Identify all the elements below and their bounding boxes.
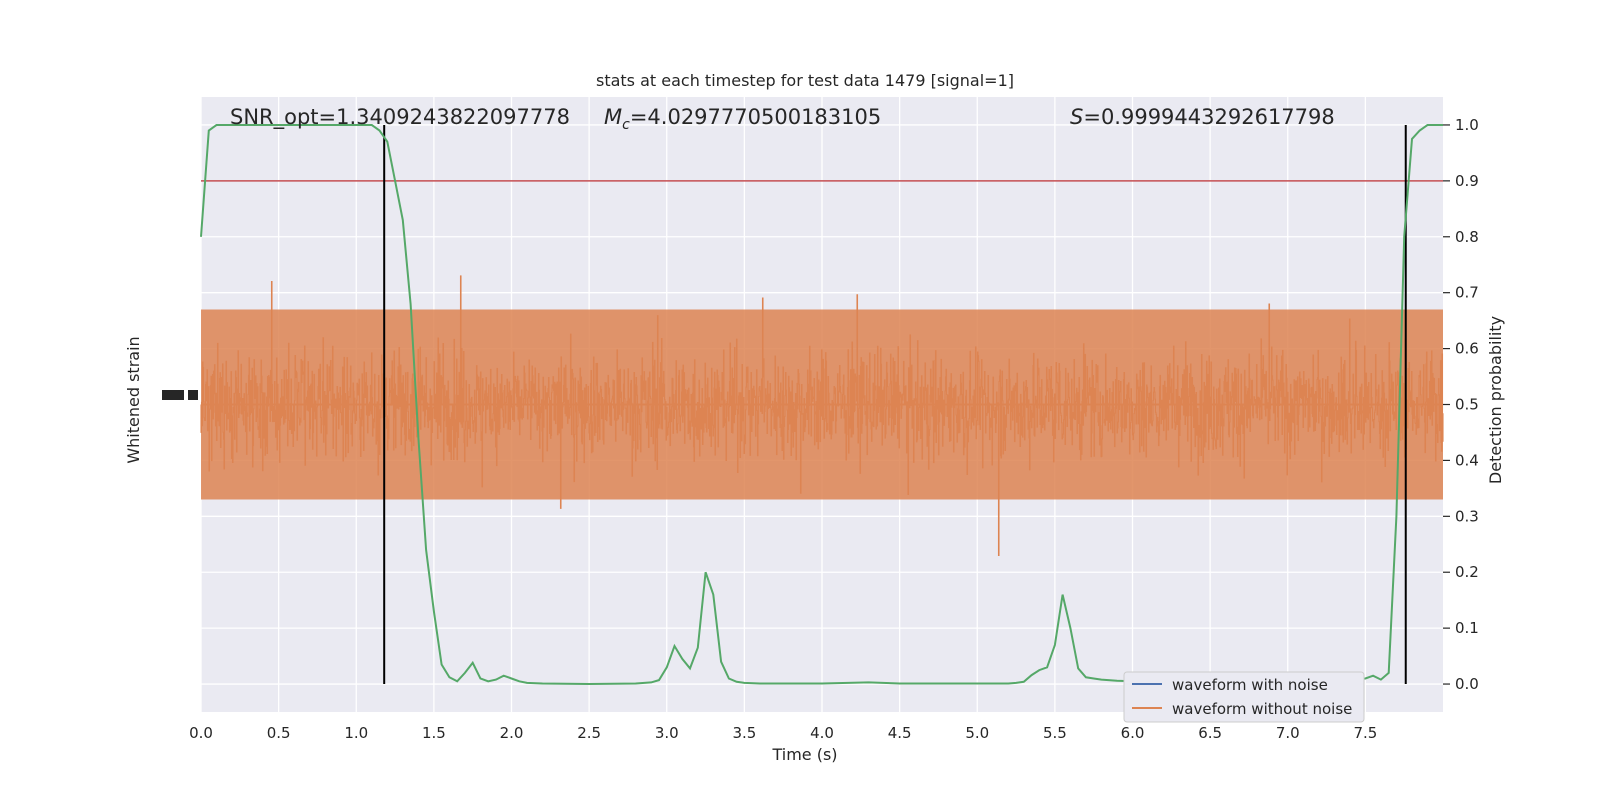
mc-subscript: c (622, 117, 630, 133)
x-tick-label: 0.0 (189, 724, 213, 742)
y-tick-label: 0.4 (1455, 451, 1479, 469)
y-tick-label: 0.8 (1455, 228, 1479, 246)
x-tick-label: 7.5 (1353, 724, 1377, 742)
x-axis-label: Time (s) (771, 745, 837, 764)
left-tick-cluster (188, 390, 198, 400)
s-value: =0.9999443292617798 (1083, 105, 1334, 129)
y-tick-label: 1.0 (1455, 116, 1479, 134)
x-tick-label: 3.5 (732, 724, 756, 742)
legend: waveform with noise waveform without noi… (1123, 671, 1365, 723)
y-tick-label: 0.0 (1455, 675, 1479, 693)
x-tick-label: 2.5 (577, 724, 601, 742)
x-tick-label: 1.0 (344, 724, 368, 742)
x-tick-label: 1.5 (422, 724, 446, 742)
x-tick-label: 4.0 (810, 724, 834, 742)
x-tick-label: 7.0 (1276, 724, 1300, 742)
chart-title: stats at each timestep for test data 147… (596, 71, 1014, 90)
x-tick-label: 3.0 (655, 724, 679, 742)
y-tick-label: 0.7 (1455, 284, 1479, 302)
x-tick-label: 6.0 (1121, 724, 1145, 742)
y-tick-label: 0.6 (1455, 340, 1479, 358)
x-tick-label: 0.5 (267, 724, 291, 742)
chirp-mass-annotation: Mc=4.0297770500183105 (604, 105, 881, 133)
x-tick-label: 5.0 (965, 724, 989, 742)
y-tick-label: 0.2 (1455, 563, 1479, 581)
x-tick-label: 2.0 (500, 724, 524, 742)
y-right-axis-ticks: 0.0 0.1 0.2 0.3 0.4 0.5 0.6 0.7 0.8 0.9 1.0 (1443, 116, 1479, 693)
y-right-axis-label: Detection probability (1486, 316, 1505, 484)
x-axis-ticks: 0.0 0.5 1.0 1.5 2.0 2.5 3.0 3.5 4.0 4.5 5.0 5.5 6.0 6… (189, 724, 1377, 742)
y-tick-label: 0.1 (1455, 619, 1479, 637)
y-tick-label: 0.5 (1455, 396, 1479, 414)
snr-annotation: SNR_opt=1.3409243822097778 (230, 105, 570, 130)
x-tick-label: 4.5 (888, 724, 912, 742)
y-tick-label: 0.3 (1455, 507, 1479, 525)
s-annotation: S=0.9999443292617798 (1070, 105, 1335, 129)
y-left-axis-label: Whitened strain (124, 336, 143, 463)
x-tick-label: 5.5 (1043, 724, 1067, 742)
legend-entry-waveform-with-noise: waveform with noise (1172, 676, 1328, 694)
mc-symbol: M (604, 105, 622, 129)
s-symbol: S (1070, 105, 1083, 129)
x-tick-label: 6.5 (1198, 724, 1222, 742)
y-tick-label: 0.9 (1455, 172, 1479, 190)
left-tick-cluster (162, 390, 184, 400)
mc-value: =4.0297770500183105 (630, 105, 881, 129)
legend-entry-waveform-without-noise: waveform without noise (1172, 700, 1352, 718)
legend-box (1123, 671, 1365, 723)
